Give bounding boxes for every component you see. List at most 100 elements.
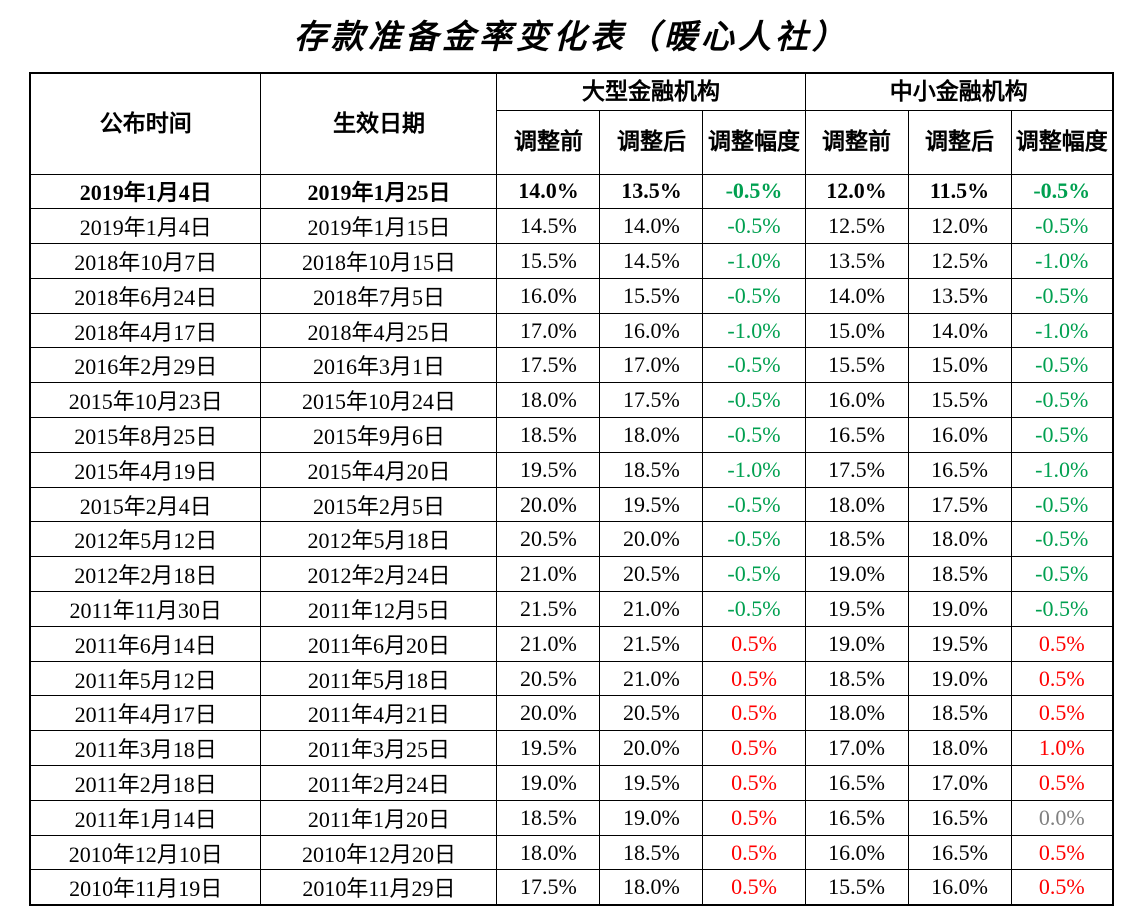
small-change-cell: -1.0% <box>1010 243 1114 279</box>
large-after-cell: 21.0% <box>599 591 704 627</box>
small-after-cell: 17.5% <box>907 486 1012 523</box>
large-before-cell: 20.0% <box>496 695 601 732</box>
small-change-cell: -0.5% <box>1010 347 1114 384</box>
table-row: 2015年10月23日 2015年10月24日 18.0% 17.5% -0.5% 16.… <box>29 382 1114 419</box>
small-change-cell: 0.5% <box>1010 625 1114 662</box>
large-before-cell: 15.5% <box>496 243 601 279</box>
table-row: 2018年10月7日 2018年10月15日 15.5% 14.5% -1.0% 13.5… <box>29 243 1114 279</box>
effective-date-cell: 2019年1月25日 <box>260 173 498 210</box>
small-after-cell: 16.0% <box>907 869 1012 906</box>
effective-date-cell: 2012年2月24日 <box>260 556 498 593</box>
large-before-cell: 20.5% <box>496 521 601 558</box>
header-sub-row: 调整前 调整后 调整幅度 调整前 调整后 调整幅度 <box>30 109 1114 175</box>
large-after-cell: 15.5% <box>599 277 704 314</box>
small-before-cell: 16.5% <box>804 765 909 801</box>
header-large-change: 调整幅度 <box>702 109 806 175</box>
small-change-cell: 0.5% <box>1010 765 1114 801</box>
small-after-cell: 18.5% <box>907 695 1012 732</box>
small-change-cell: 0.5% <box>1010 695 1114 732</box>
large-change-cell: -0.5% <box>702 382 806 419</box>
large-after-cell: 17.5% <box>599 382 704 419</box>
small-after-cell: 13.5% <box>907 277 1012 314</box>
announce-date-cell: 2015年4月19日 <box>29 451 262 488</box>
large-change-cell: -0.5% <box>702 556 806 593</box>
table-row: 2019年1月4日 2019年1月25日 14.0% 13.5% -0.5% 12.0% 1… <box>29 173 1114 210</box>
large-after-cell: 21.0% <box>599 660 704 697</box>
large-before-cell: 19.0% <box>496 765 601 801</box>
large-change-cell: 0.5% <box>702 660 806 697</box>
small-before-cell: 16.5% <box>804 417 909 453</box>
large-before-cell: 16.0% <box>496 277 601 314</box>
small-before-cell: 15.0% <box>804 312 909 349</box>
effective-date-cell: 2015年10月24日 <box>260 382 498 419</box>
table-row: 2016年2月29日 2016年3月1日 17.5% 17.0% -0.5% 15.5% 1… <box>29 347 1114 384</box>
large-before-cell: 21.0% <box>496 556 601 593</box>
announce-date-cell: 2011年1月14日 <box>29 799 262 836</box>
effective-date-cell: 2015年9月6日 <box>260 417 498 453</box>
large-before-cell: 18.5% <box>496 799 601 836</box>
announce-date-cell: 2018年10月7日 <box>29 243 262 279</box>
small-before-cell: 16.0% <box>804 834 909 871</box>
table-row: 2019年1月4日 2019年1月15日 14.5% 14.0% -0.5% 12.5% 1… <box>29 208 1114 245</box>
large-change-cell: -0.5% <box>702 173 806 210</box>
small-before-cell: 18.5% <box>804 660 909 697</box>
effective-date-cell: 2016年3月1日 <box>260 347 498 384</box>
small-change-cell: -0.5% <box>1010 556 1114 593</box>
small-after-cell: 19.0% <box>907 660 1012 697</box>
small-before-cell: 14.0% <box>804 277 909 314</box>
table-row: 2010年12月10日 2010年12月20日 18.0% 18.5% 0.5% 16.0… <box>29 834 1114 871</box>
large-after-cell: 19.5% <box>599 486 704 523</box>
small-after-cell: 15.0% <box>907 347 1012 384</box>
effective-date-cell: 2018年10月15日 <box>260 243 498 279</box>
large-before-cell: 21.5% <box>496 591 601 627</box>
header-effective-date: 生效日期 <box>260 72 498 175</box>
table-row: 2018年6月24日 2018年7月5日 16.0% 15.5% -0.5% 14.0% 1… <box>29 277 1114 314</box>
table-row: 2015年4月19日 2015年4月20日 19.5% 18.5% -1.0% 17.5%… <box>29 451 1114 488</box>
large-change-cell: 0.5% <box>702 765 806 801</box>
large-after-cell: 19.0% <box>599 799 704 836</box>
large-before-cell: 17.5% <box>496 869 601 906</box>
small-change-cell: -0.5% <box>1010 277 1114 314</box>
announce-date-cell: 2011年5月12日 <box>29 660 262 697</box>
large-after-cell: 18.0% <box>599 869 704 906</box>
large-change-cell: -0.5% <box>702 417 806 453</box>
announce-date-cell: 2011年6月14日 <box>29 625 262 662</box>
announce-date-cell: 2015年8月25日 <box>29 417 262 453</box>
large-before-cell: 14.0% <box>496 173 601 210</box>
effective-date-cell: 2015年2月5日 <box>260 486 498 523</box>
page-title: 存款准备金率变化表（暖心人社） <box>294 20 849 56</box>
large-after-cell: 20.5% <box>599 556 704 593</box>
effective-date-cell: 2010年11月29日 <box>260 869 498 906</box>
small-before-cell: 12.5% <box>804 208 909 245</box>
small-before-cell: 18.0% <box>804 486 909 523</box>
large-after-cell: 18.5% <box>599 834 704 871</box>
large-change-cell: -0.5% <box>702 591 806 627</box>
announce-date-cell: 2018年4月17日 <box>29 312 262 349</box>
table-row: 2011年11月30日 2011年12月5日 21.5% 21.0% -0.5% 19.5… <box>29 591 1114 627</box>
effective-date-cell: 2011年6月20日 <box>260 625 498 662</box>
announce-date-cell: 2010年11月19日 <box>29 869 262 906</box>
large-after-cell: 16.0% <box>599 312 704 349</box>
large-after-cell: 20.5% <box>599 695 704 732</box>
large-after-cell: 20.0% <box>599 730 704 767</box>
small-before-cell: 17.0% <box>804 730 909 767</box>
rrr-table: 公布时间 生效日期 大型金融机构 中小金融机构 调整前 调整后 调整幅度 调整前… <box>28 72 1115 906</box>
table-row: 2011年2月18日 2011年2月24日 19.0% 19.5% 0.5% 16.5% 1… <box>29 765 1114 801</box>
small-after-cell: 16.5% <box>907 451 1012 488</box>
large-before-cell: 18.0% <box>496 382 601 419</box>
small-after-cell: 16.5% <box>907 799 1012 836</box>
effective-date-cell: 2010年12月20日 <box>260 834 498 871</box>
announce-date-cell: 2011年4月17日 <box>29 695 262 732</box>
large-change-cell: -0.5% <box>702 486 806 523</box>
announce-date-cell: 2011年2月18日 <box>29 765 262 801</box>
large-change-cell: 0.5% <box>702 625 806 662</box>
effective-date-cell: 2011年4月21日 <box>260 695 498 732</box>
large-after-cell: 20.0% <box>599 521 704 558</box>
small-change-cell: 0.5% <box>1010 834 1114 871</box>
large-change-cell: 0.5% <box>702 834 806 871</box>
small-change-cell: -1.0% <box>1010 312 1114 349</box>
small-after-cell: 19.0% <box>907 591 1012 627</box>
large-after-cell: 21.5% <box>599 625 704 662</box>
effective-date-cell: 2011年2月24日 <box>260 765 498 801</box>
small-after-cell: 18.5% <box>907 556 1012 593</box>
